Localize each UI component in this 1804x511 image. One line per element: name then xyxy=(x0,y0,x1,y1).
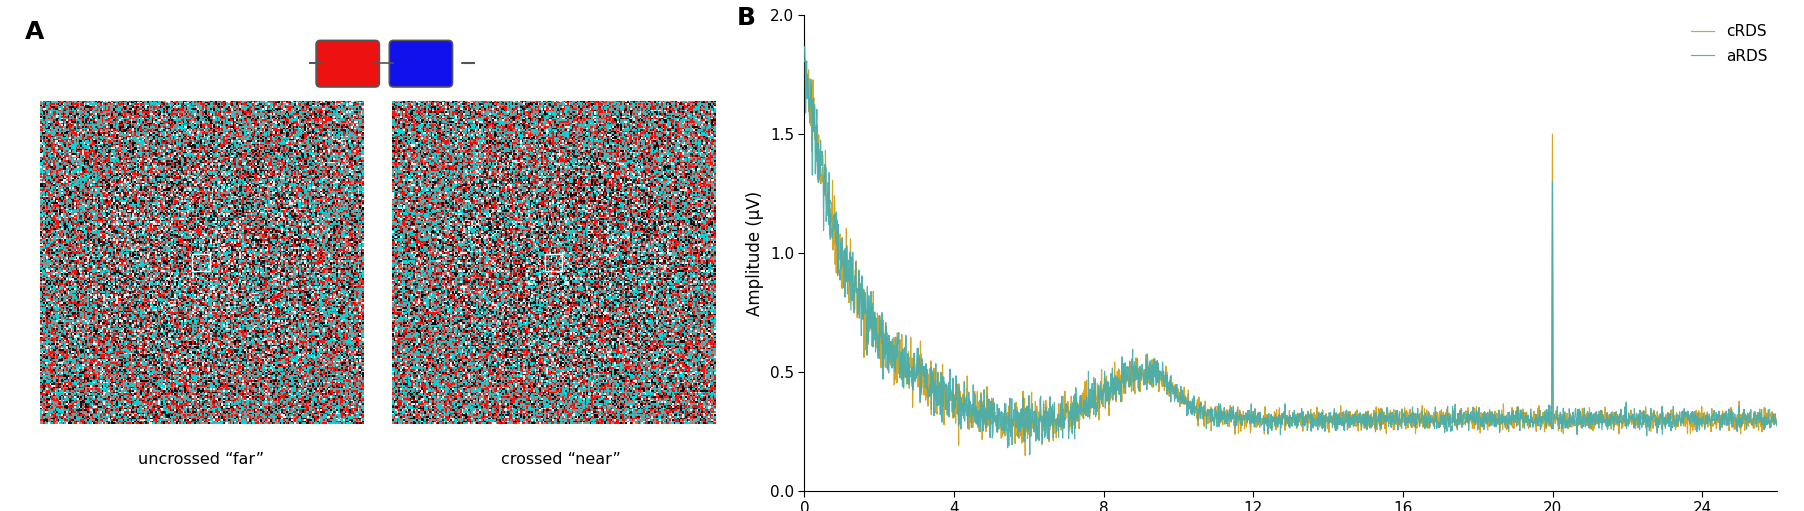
cRDS xyxy=(1571,414,1593,421)
cRDS xyxy=(1008,430,1030,436)
Line: cRDS: cRDS xyxy=(805,38,1777,455)
Text: A: A xyxy=(25,20,45,44)
aRDS xyxy=(848,267,870,273)
Text: uncrossed “far”: uncrossed “far” xyxy=(139,452,265,467)
cRDS xyxy=(1014,452,1035,458)
aRDS xyxy=(1571,423,1593,429)
cRDS xyxy=(1550,414,1571,420)
cRDS xyxy=(848,315,870,321)
Y-axis label: Amplitude (μV): Amplitude (μV) xyxy=(747,191,765,315)
aRDS xyxy=(1432,412,1454,418)
Legend: cRDS, aRDS: cRDS, aRDS xyxy=(1685,18,1773,70)
Text: crossed “near”: crossed “near” xyxy=(502,452,621,467)
aRDS xyxy=(1766,420,1788,426)
cRDS xyxy=(1432,424,1454,430)
cRDS xyxy=(927,371,949,377)
aRDS xyxy=(1019,452,1041,458)
aRDS xyxy=(1008,422,1030,428)
cRDS xyxy=(794,35,815,41)
Text: B: B xyxy=(736,6,756,30)
aRDS xyxy=(927,370,949,376)
aRDS xyxy=(1550,415,1571,422)
Line: aRDS: aRDS xyxy=(805,47,1777,455)
aRDS xyxy=(794,43,815,50)
cRDS xyxy=(1766,416,1788,422)
